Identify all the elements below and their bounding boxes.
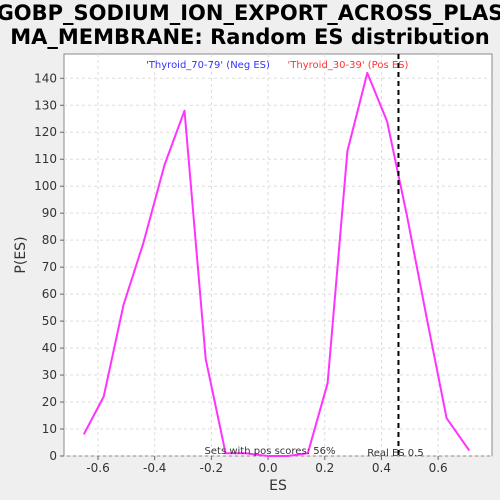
y-tick-label: 10 [42, 422, 57, 436]
x-tick-label: -0.6 [86, 461, 109, 475]
x-tick-label: -0.2 [200, 461, 223, 475]
pos-score-annotation: Sets with pos scores: 56% [205, 446, 336, 457]
x-tick-label: -0.4 [143, 461, 166, 475]
x-tick-label: 0.0 [259, 461, 278, 475]
y-tick-label: 100 [34, 179, 57, 193]
x-tick-label: 0.6 [429, 461, 448, 475]
y-tick-label: 130 [34, 98, 57, 112]
legend-pos: 'Thyroid_30-39' (Pos ES) [288, 60, 409, 71]
y-tick-label: 30 [42, 368, 57, 382]
y-axis-ticks: 0 10 20 30 40 50 60 70 80 90 100 110 120 130 140 [34, 71, 64, 463]
y-tick-label: 90 [42, 206, 57, 220]
y-tick-label: 0 [49, 449, 57, 463]
series-layer [82, 71, 471, 457]
chart-title-line1: GOBP_SODIUM_ION_EXPORT_ACROSS_PLAS [0, 1, 500, 25]
es-distribution-line [82, 71, 471, 457]
x-axis-label: ES [269, 478, 287, 494]
x-tick-label: 0.4 [372, 461, 391, 475]
y-tick-label: 70 [42, 260, 57, 274]
x-tick-label: 0.2 [315, 461, 334, 475]
y-tick-label: 50 [42, 314, 57, 328]
x-axis-ticks: -0.6 -0.4 -0.2 0.0 0.2 0.4 0.6 [86, 456, 448, 475]
real-es-label: Real ES 0.5 [367, 448, 423, 459]
y-tick-label: 20 [42, 395, 57, 409]
grid-lines [64, 54, 492, 457]
y-tick-label: 120 [34, 125, 57, 139]
chart-title-line2: MA_MEMBRANE: Random ES distribution [10, 25, 490, 49]
y-tick-label: 60 [42, 287, 57, 301]
y-axis-label: P(ES) [13, 236, 29, 273]
y-tick-label: 110 [34, 152, 57, 166]
plot-area [63, 53, 493, 457]
legend-neg: 'Thyroid_70-79' (Neg ES) [146, 60, 270, 71]
y-tick-label: 140 [34, 71, 57, 85]
y-tick-label: 40 [42, 341, 57, 355]
y-tick-label: 80 [42, 233, 57, 247]
